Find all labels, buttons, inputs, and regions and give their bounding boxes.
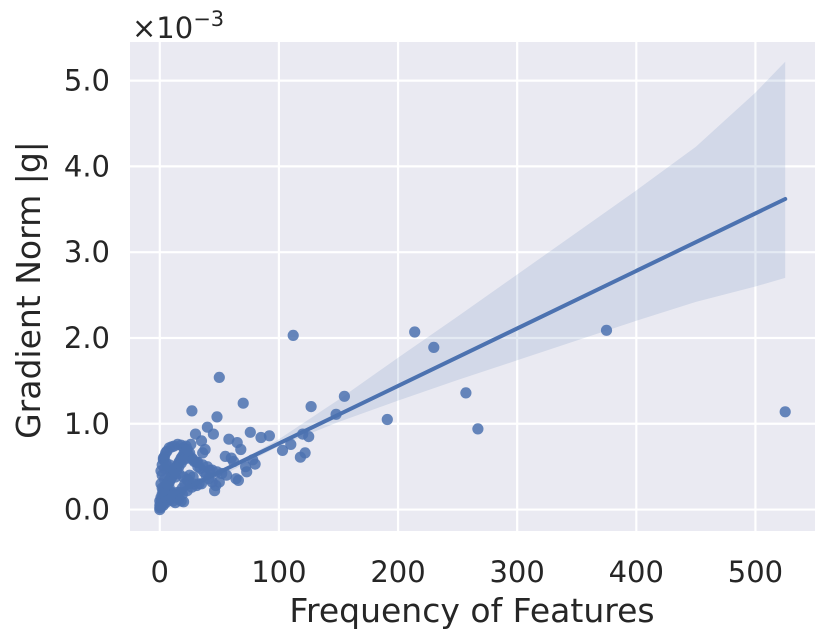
y-axis-title: Gradient Norm |g| xyxy=(9,141,48,439)
y-tick-label: 2.0 xyxy=(64,321,110,355)
data-point xyxy=(305,401,317,413)
data-point xyxy=(235,443,247,456)
data-point xyxy=(460,387,472,399)
data-point xyxy=(779,406,791,418)
data-point xyxy=(428,341,440,353)
grid-lines xyxy=(130,42,815,531)
x-tick-label: 0 xyxy=(151,555,169,589)
data-point xyxy=(299,447,311,459)
data-point xyxy=(409,326,421,338)
data-point xyxy=(201,421,213,433)
x-tick-label: 100 xyxy=(251,555,306,589)
data-point xyxy=(186,405,198,417)
x-tick-label: 300 xyxy=(489,555,544,589)
data-point xyxy=(230,473,242,485)
data-point xyxy=(381,413,393,426)
confidence-band-area xyxy=(159,61,786,510)
x-axis-title: Frequency of Features xyxy=(289,591,654,630)
y-tick-label: 5.0 xyxy=(64,64,110,98)
data-point xyxy=(472,423,484,435)
y-tick-label: 1.0 xyxy=(64,407,110,441)
data-point xyxy=(263,430,275,442)
data-point xyxy=(255,431,267,444)
data-point xyxy=(189,428,202,440)
data-point xyxy=(276,444,289,456)
y-tick-label: 3.0 xyxy=(64,235,110,269)
data-point xyxy=(600,324,613,336)
y-tick-labels: 0.0 1.0 2.0 3.0 4.0 5.0 xyxy=(64,64,110,527)
y-tick-label: 0.0 xyxy=(64,493,110,527)
confidence-band xyxy=(159,61,786,510)
x-tick-label: 200 xyxy=(370,555,425,589)
data-point xyxy=(285,438,297,450)
data-point xyxy=(197,447,209,459)
data-point xyxy=(241,466,253,478)
y-tick-label: 4.0 xyxy=(64,149,110,183)
data-point xyxy=(237,397,249,409)
data-point xyxy=(287,329,299,341)
data-point xyxy=(338,390,350,402)
x-tick-labels: 0 100 200 300 400 500 xyxy=(151,555,784,589)
y-scale-multiplier: ×10−3 xyxy=(132,7,224,45)
regression-line xyxy=(157,196,788,503)
x-tick-label: 500 xyxy=(728,555,783,589)
data-point xyxy=(210,479,222,492)
data-point xyxy=(244,426,256,438)
data-point xyxy=(225,452,237,464)
data-point xyxy=(213,371,225,383)
x-tick-label: 400 xyxy=(609,555,664,589)
data-point xyxy=(220,469,233,481)
regression-line-group xyxy=(157,196,788,503)
data-point xyxy=(211,411,223,423)
